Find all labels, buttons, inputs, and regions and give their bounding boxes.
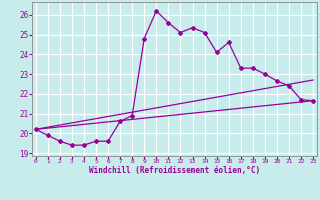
X-axis label: Windchill (Refroidissement éolien,°C): Windchill (Refroidissement éolien,°C) — [89, 166, 260, 175]
